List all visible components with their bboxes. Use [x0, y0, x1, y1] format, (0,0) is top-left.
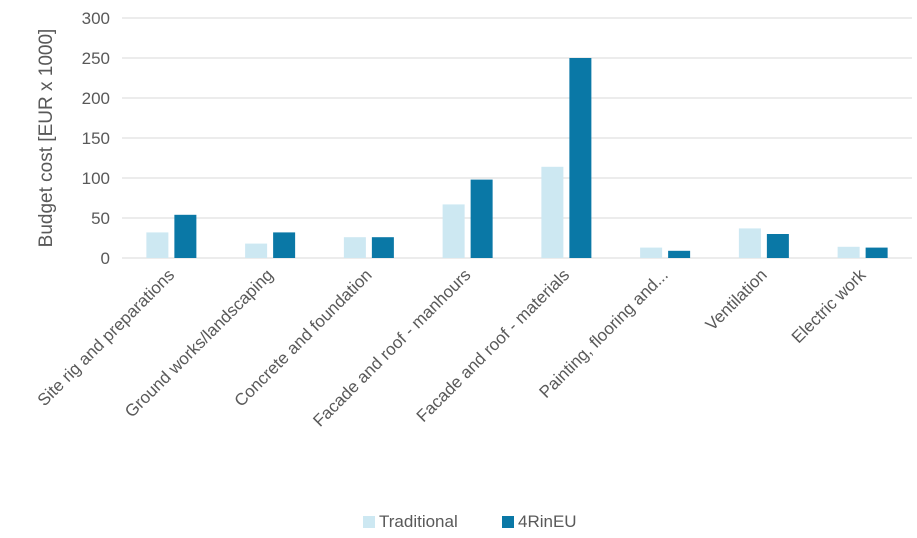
- bar-4rineu-6: [766, 234, 789, 258]
- bar-4rineu-5: [668, 250, 691, 258]
- y-tick-label: 100: [82, 169, 110, 188]
- bar-4rineu-2: [371, 237, 394, 258]
- y-tick-label: 200: [82, 89, 110, 108]
- bar-4rineu-0: [174, 214, 197, 258]
- legend-label: Traditional: [379, 512, 458, 531]
- bar-4rineu-4: [569, 58, 592, 258]
- legend-label: 4RinEU: [518, 512, 577, 531]
- bar-traditional-5: [640, 247, 663, 258]
- y-tick-label: 150: [82, 129, 110, 148]
- gridlines: [122, 17, 912, 259]
- y-axis-ticks: 0 50 100 150 200 250 300: [82, 9, 110, 268]
- y-tick-label: 50: [91, 209, 110, 228]
- bar-traditional-1: [245, 243, 268, 258]
- bar-4rineu-7: [865, 247, 888, 258]
- y-tick-label: 250: [82, 49, 110, 68]
- y-axis-title: Budget cost [EUR x 1000]: [36, 29, 57, 248]
- y-tick-label: 0: [101, 249, 110, 268]
- bar-4rineu-3: [470, 179, 493, 258]
- bar-traditional-7: [837, 246, 860, 258]
- x-tick-label: Facade and roof - manhours: [309, 265, 474, 430]
- bar-traditional-6: [738, 228, 761, 258]
- y-tick-label: 300: [82, 9, 110, 28]
- bar-4rineu-1: [273, 232, 296, 258]
- bars: [146, 58, 888, 258]
- bar-traditional-4: [541, 166, 564, 258]
- legend-swatch-4rineu: [502, 516, 514, 528]
- bar-traditional-2: [343, 237, 366, 258]
- x-tick-label: Electric work: [788, 265, 870, 347]
- legend: Traditional 4RinEU: [363, 512, 577, 531]
- legend-swatch-traditional: [363, 516, 375, 528]
- bar-traditional-0: [146, 232, 169, 258]
- bar-traditional-3: [442, 204, 465, 258]
- x-tick-label: Ventilation: [702, 265, 771, 334]
